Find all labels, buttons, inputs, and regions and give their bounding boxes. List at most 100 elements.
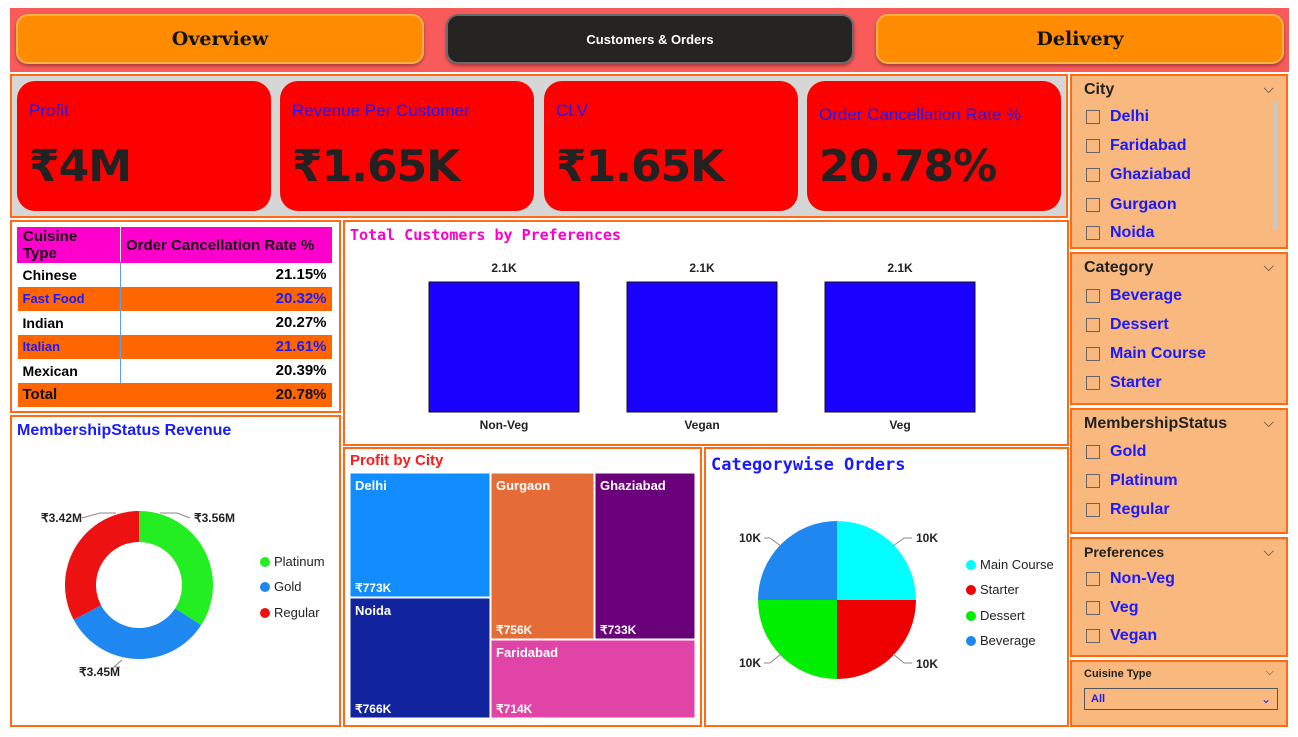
slicer-option-regular[interactable]: Regular bbox=[1086, 501, 1170, 519]
table-row[interactable]: Chinese 21.15% bbox=[17, 262, 332, 287]
preferences-slicer: Preferences ⌵ Non-Veg Veg Vegan bbox=[1070, 537, 1288, 657]
data-label: 2.1K bbox=[491, 261, 517, 275]
category-tick-label: Non-Veg bbox=[480, 418, 529, 432]
slicer-option-ghaziabad[interactable]: Ghaziabad bbox=[1086, 166, 1191, 184]
legend-dot-icon bbox=[966, 610, 976, 621]
cuisine-type-dropdown[interactable]: All ⌄ bbox=[1084, 688, 1278, 710]
delivery-nav-button[interactable]: Delivery bbox=[876, 14, 1284, 64]
treemap-cell-faridabad bbox=[490, 639, 696, 719]
legend-item-main-course[interactable]: Main Course bbox=[966, 557, 1054, 572]
treemap-cell-gurgaon bbox=[490, 472, 595, 640]
option-label: Regular bbox=[1110, 501, 1170, 518]
slicer-option-faridabad[interactable]: Faridabad bbox=[1086, 137, 1186, 155]
legend-dot-icon bbox=[260, 556, 270, 567]
bar-vegan bbox=[626, 281, 778, 413]
slicer-option-gurgaon[interactable]: Gurgaon bbox=[1086, 196, 1177, 214]
chevron-down-icon[interactable]: ⌵ bbox=[1263, 414, 1274, 430]
cuisine-cancellation-table-panel: Cuisine Type Order Cancellation Rate % C… bbox=[10, 220, 341, 413]
legend-item-dessert[interactable]: Dessert bbox=[966, 608, 1025, 623]
slicer-option-veg[interactable]: Veg bbox=[1086, 599, 1138, 617]
slicer-option-dessert[interactable]: Dessert bbox=[1086, 316, 1169, 334]
checkbox[interactable] bbox=[1086, 139, 1100, 153]
bar-veg bbox=[824, 281, 976, 413]
checkbox[interactable] bbox=[1086, 503, 1100, 517]
chevron-down-icon[interactable]: ⌵ bbox=[1265, 666, 1274, 678]
option-label: Vegan bbox=[1110, 627, 1158, 644]
kpi-card-profit: Profit ₹4M bbox=[17, 81, 271, 211]
legend-item-gold[interactable]: Gold bbox=[260, 579, 301, 594]
table-row[interactable]: Italian 21.61% bbox=[17, 334, 332, 359]
legend-label: Platinum bbox=[274, 554, 325, 569]
option-label: Starter bbox=[1110, 374, 1162, 391]
legend-item-platinum[interactable]: Platinum bbox=[260, 554, 325, 569]
cancellation-rate-cell: 20.32% bbox=[120, 286, 332, 311]
slicer-option-non-veg[interactable]: Non-Veg bbox=[1086, 570, 1175, 588]
table-row[interactable]: Mexican 20.39% bbox=[17, 358, 332, 383]
kpi-label: Order Cancellation Rate % bbox=[819, 105, 1022, 124]
kpi-value: ₹1.65K bbox=[292, 141, 460, 192]
chevron-down-icon[interactable]: ⌵ bbox=[1263, 258, 1274, 274]
categorywise-orders-panel: Categorywise Orders 10K 10K 10K 10K Main Co… bbox=[704, 447, 1069, 727]
leader-line bbox=[764, 653, 782, 664]
donut-slice-gold bbox=[73, 605, 202, 659]
slicer-option-noida[interactable]: Noida bbox=[1086, 224, 1154, 242]
option-label: Dessert bbox=[1110, 316, 1169, 333]
chevron-down-icon[interactable]: ⌵ bbox=[1263, 80, 1274, 96]
column-header[interactable]: Cuisine Type bbox=[17, 227, 121, 263]
legend-dot-icon bbox=[966, 635, 976, 646]
slicer-option-starter[interactable]: Starter bbox=[1086, 374, 1162, 392]
checkbox[interactable] bbox=[1086, 289, 1100, 303]
table-row[interactable]: Fast Food 20.32% bbox=[17, 286, 332, 311]
customers-orders-nav-button[interactable]: Customers & Orders bbox=[446, 14, 854, 64]
legend-dot-icon bbox=[260, 581, 270, 592]
legend-item-regular[interactable]: Regular bbox=[260, 605, 320, 620]
treemap-value-label: ₹766K bbox=[355, 702, 392, 716]
column-header[interactable]: Order Cancellation Rate % bbox=[120, 227, 332, 263]
checkbox[interactable] bbox=[1086, 168, 1100, 182]
chart-title: Categorywise Orders bbox=[711, 455, 906, 475]
category-tick-label: Vegan bbox=[684, 418, 719, 432]
overview-nav-button[interactable]: Overview bbox=[16, 14, 424, 64]
legend-item-starter[interactable]: Starter bbox=[966, 582, 1019, 597]
checkbox[interactable] bbox=[1086, 198, 1100, 212]
leader-line bbox=[892, 537, 912, 547]
checkbox[interactable] bbox=[1086, 572, 1100, 586]
data-label: ₹3.45M bbox=[79, 665, 120, 679]
pie-slice-dessert bbox=[758, 600, 837, 679]
checkbox[interactable] bbox=[1086, 110, 1100, 124]
checkbox[interactable] bbox=[1086, 629, 1100, 643]
chart-title: Profit by City bbox=[350, 452, 444, 469]
pie-slice-beverage bbox=[758, 521, 837, 600]
slicer-option-beverage[interactable]: Beverage bbox=[1086, 287, 1182, 305]
top-nav-bar: Overview Customers & Orders Delivery bbox=[10, 8, 1289, 72]
cancellation-rate-cell: 21.61% bbox=[120, 334, 332, 359]
slicer-option-delhi[interactable]: Delhi bbox=[1086, 108, 1149, 126]
slicer-option-main-course[interactable]: Main Course bbox=[1086, 345, 1206, 363]
treemap-value-label: ₹756K bbox=[496, 623, 533, 637]
checkbox[interactable] bbox=[1086, 445, 1100, 459]
checkbox[interactable] bbox=[1086, 318, 1100, 332]
cuisine-name-cell: Mexican bbox=[17, 358, 121, 383]
data-label: 10K bbox=[739, 656, 761, 670]
city-slicer: City ⌵ Delhi Faridabad Ghaziabad Gurgaon… bbox=[1070, 74, 1288, 249]
slicer-option-platinum[interactable]: Platinum bbox=[1086, 472, 1178, 490]
checkbox[interactable] bbox=[1086, 376, 1100, 390]
checkbox[interactable] bbox=[1086, 601, 1100, 615]
legend-item-beverage[interactable]: Beverage bbox=[966, 633, 1036, 648]
table-row[interactable]: Indian 20.27% bbox=[17, 310, 332, 335]
preferences-bar-chart: 2.1K Non-Veg 2.1K Vegan 2.1K Veg bbox=[428, 261, 976, 432]
checkbox[interactable] bbox=[1086, 347, 1100, 361]
chevron-down-icon[interactable]: ⌵ bbox=[1263, 543, 1274, 559]
slicer-option-vegan[interactable]: Vegan bbox=[1086, 627, 1157, 645]
slicer-title: Preferences bbox=[1084, 544, 1165, 560]
profit-city-treemap: Delhi ₹773K Noida ₹766K Gurgaon ₹756K Ghaziaba… bbox=[349, 472, 696, 719]
checkbox[interactable] bbox=[1086, 226, 1100, 240]
treemap-city-label: Gurgaon bbox=[496, 478, 550, 493]
slicer-scrollbar[interactable] bbox=[1273, 102, 1278, 230]
chart-title: Total Customers by Preferences bbox=[350, 226, 621, 244]
checkbox[interactable] bbox=[1086, 474, 1100, 488]
category-slicer: Category ⌵ Beverage Dessert Main Course … bbox=[1070, 252, 1288, 405]
treemap-cell-noida bbox=[349, 597, 491, 719]
cancellation-rate-cell: 20.39% bbox=[275, 362, 327, 379]
slicer-option-gold[interactable]: Gold bbox=[1086, 443, 1146, 461]
